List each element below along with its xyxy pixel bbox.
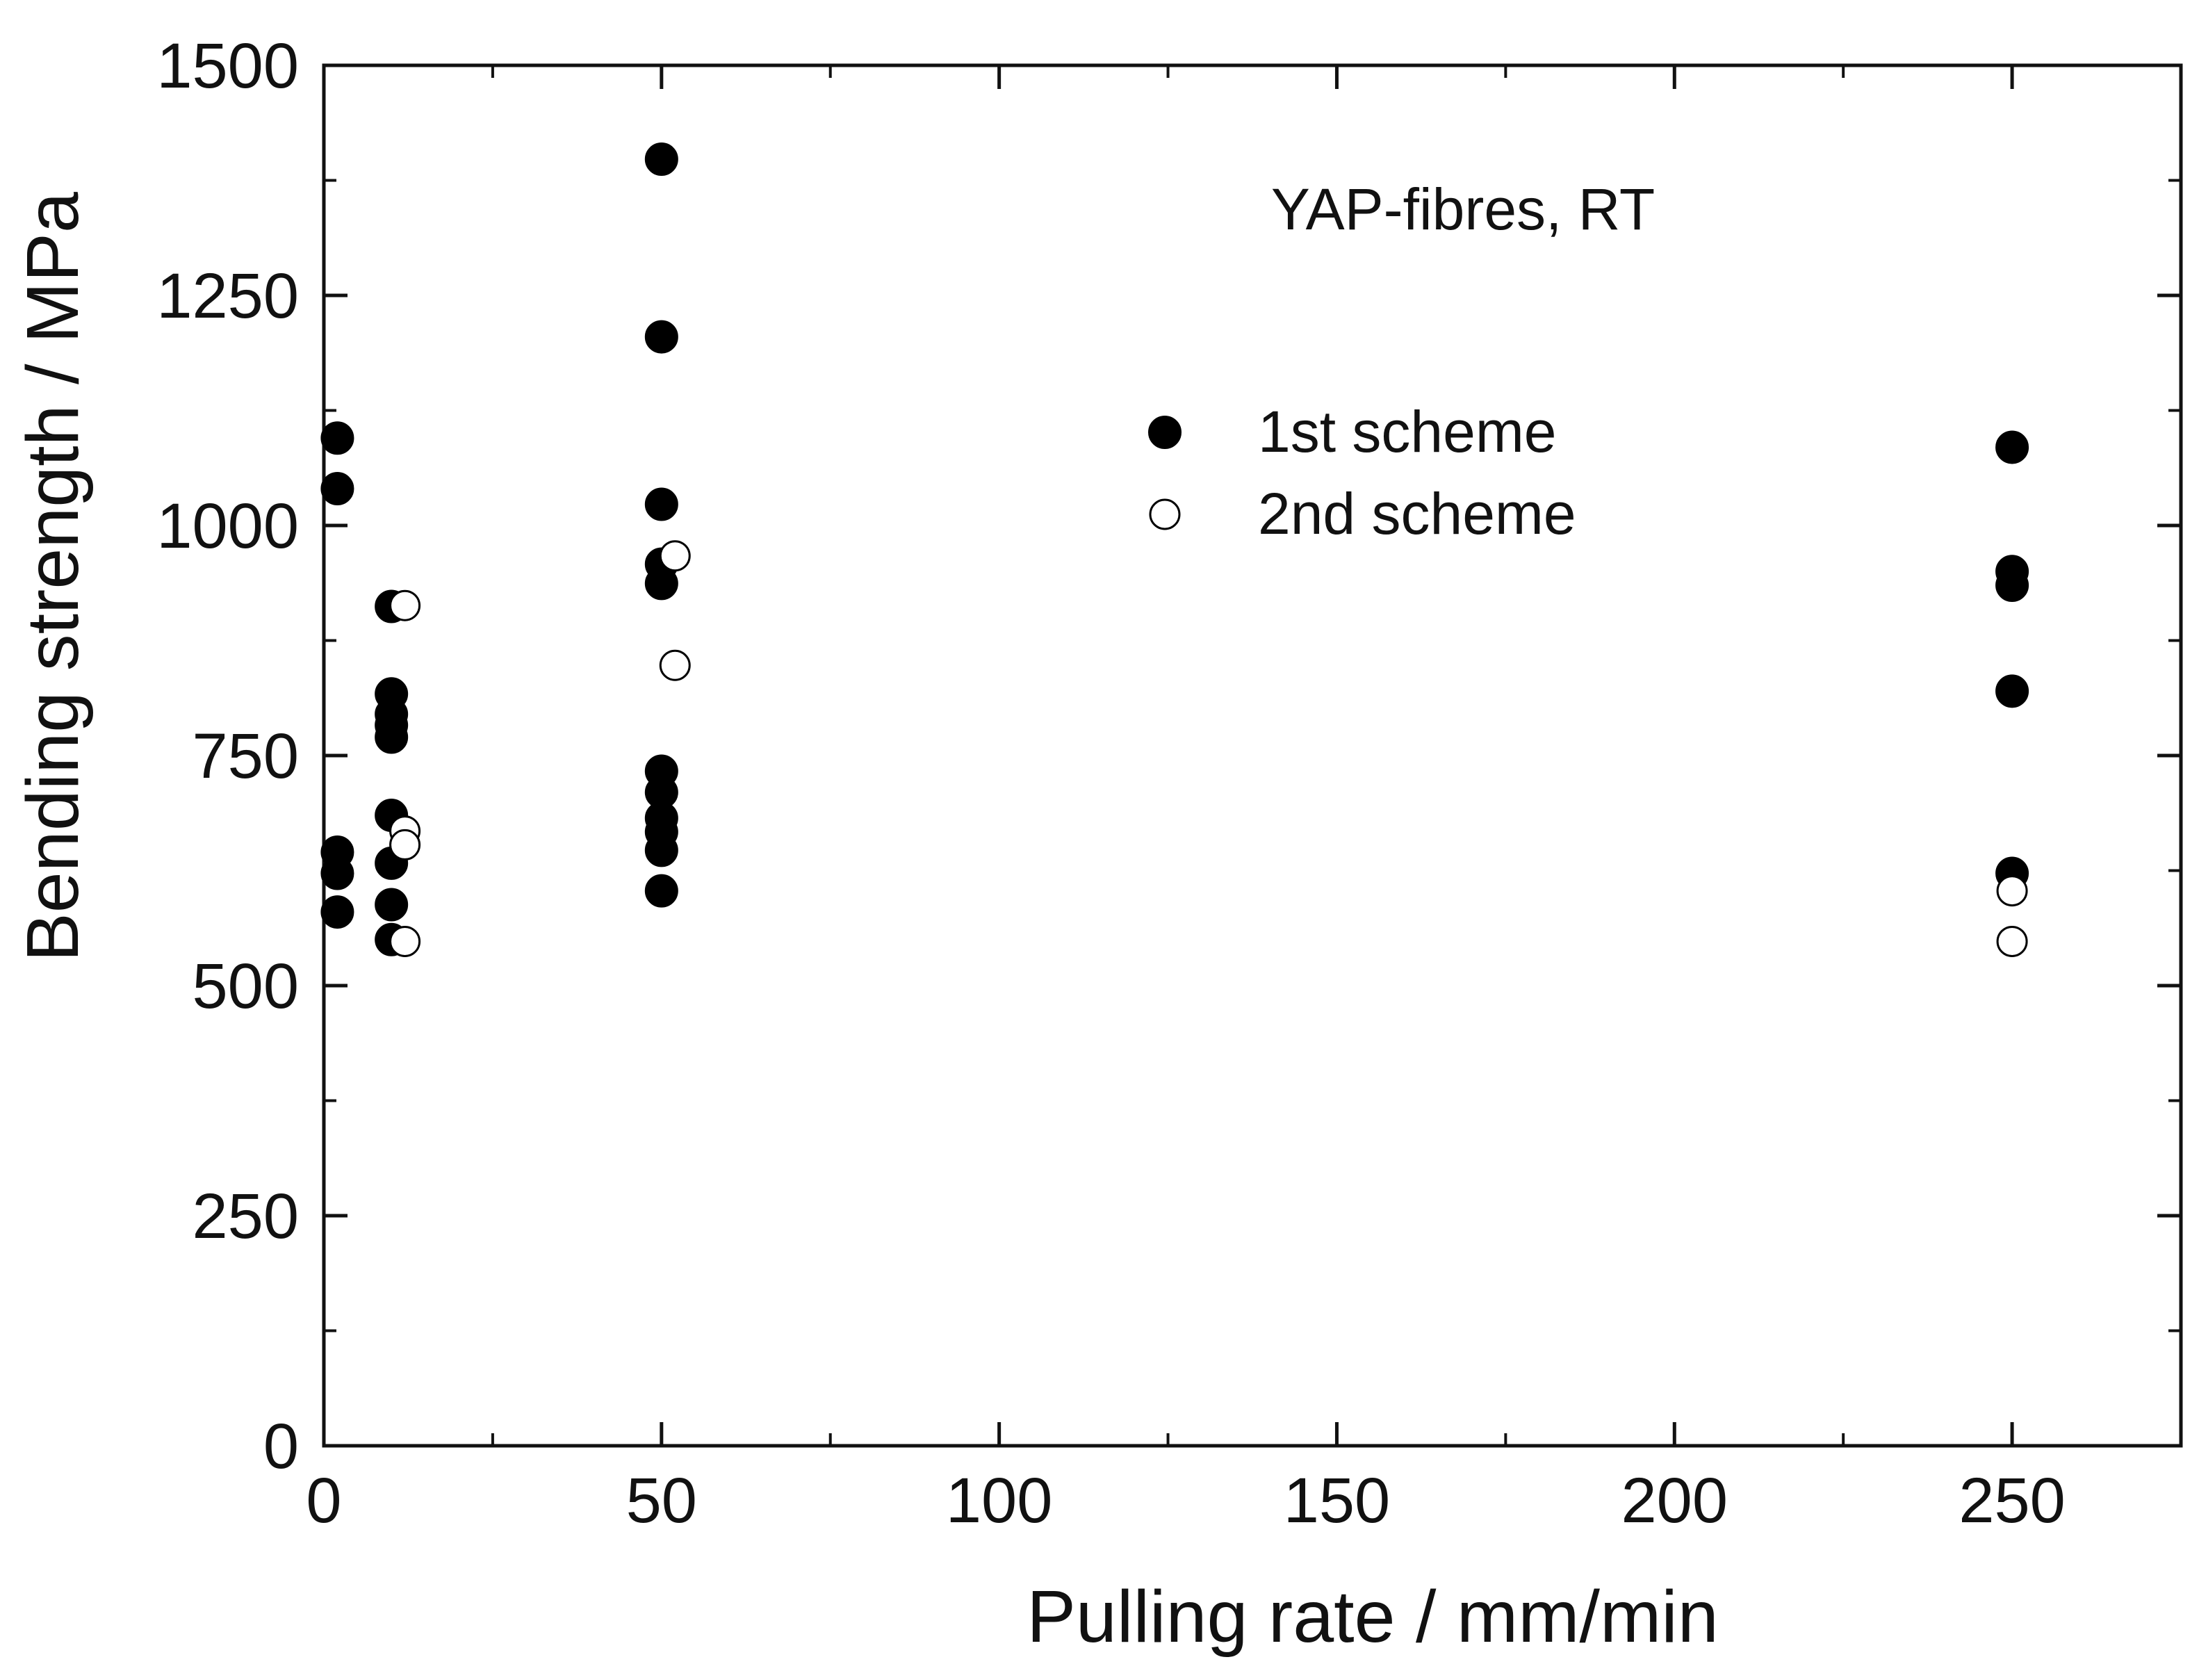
y-tick-label: 250 [193, 1181, 300, 1252]
data-point-1st-scheme [644, 874, 678, 908]
data-point-2nd-scheme [1996, 925, 2028, 957]
y-tick-label: 1500 [156, 31, 299, 101]
data-point-1st-scheme [1995, 569, 2029, 603]
axis-ticks [322, 63, 2181, 1448]
y-tick-label: 0 [263, 1411, 299, 1482]
plot-frame [322, 63, 2183, 1448]
x-tick-label: 100 [946, 1465, 1053, 1536]
data-point-1st-scheme [375, 708, 409, 742]
data-point-1st-scheme [644, 142, 678, 177]
x-axis-label: Pulling rate / mm/min [1027, 1576, 1719, 1658]
y-tick-labels: 0 250 500 750 1000 1250 1500 [156, 31, 299, 1482]
data-point-2nd-scheme [1996, 875, 2028, 907]
data-points [320, 142, 2029, 957]
data-point-1st-scheme [320, 472, 354, 506]
data-point-1st-scheme [644, 566, 678, 601]
data-point-1st-scheme [320, 856, 354, 890]
y-tick-label: 750 [193, 721, 300, 792]
data-point-2nd-scheme [389, 829, 421, 861]
data-point-2nd-scheme [389, 925, 421, 957]
legend-label-1st-scheme: 1st scheme [1258, 399, 1557, 464]
legend-label-2nd-scheme: 2nd scheme [1258, 481, 1576, 546]
legend-marker-2nd-scheme [1149, 498, 1181, 530]
data-point-2nd-scheme [659, 540, 691, 572]
data-point-1st-scheme [320, 895, 354, 929]
legend-marker-1st-scheme [1148, 416, 1182, 449]
data-point-1st-scheme [320, 421, 354, 455]
data-point-1st-scheme [644, 320, 678, 354]
x-tick-label: 150 [1284, 1465, 1391, 1536]
y-axis-label: Bending strength / MPa [12, 192, 94, 962]
x-tick-label: 250 [1959, 1465, 2066, 1536]
y-tick-label: 1250 [156, 261, 299, 332]
data-point-1st-scheme [644, 487, 678, 521]
x-tick-label: 200 [1621, 1465, 1728, 1536]
y-tick-label: 500 [193, 951, 300, 1022]
y-tick-label: 1000 [156, 491, 299, 562]
x-tick-labels: 0 50 100 150 200 250 [306, 1465, 2065, 1536]
x-tick-label: 50 [626, 1465, 697, 1536]
data-point-2nd-scheme [389, 589, 421, 621]
legend: 1st scheme 2nd scheme [1148, 399, 1576, 546]
data-point-2nd-scheme [659, 649, 691, 681]
chart-title: YAP-fibres, RT [1271, 177, 1655, 242]
data-point-1st-scheme [1995, 430, 2029, 464]
data-point-1st-scheme [644, 833, 678, 867]
x-tick-label: 0 [306, 1465, 341, 1536]
data-point-1st-scheme [1995, 674, 2029, 708]
data-point-1st-scheme [375, 888, 409, 922]
